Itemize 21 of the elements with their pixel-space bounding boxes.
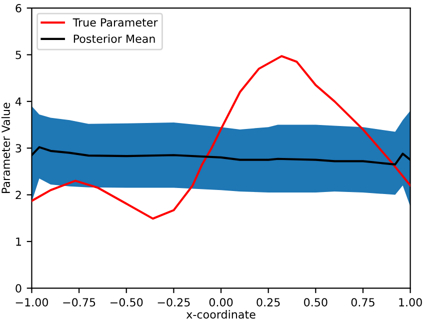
x-tick-label: 0.50 [304,298,328,307]
y-tick-label: 4 [15,98,22,106]
y-tick-label: 6 [16,4,22,12]
x-tick-label: −0.25 [158,298,190,307]
y-tick-label: 3 [16,144,22,152]
x-axis-title: x-coordinate [186,310,256,319]
x-tick-label: −0.75 [63,298,96,307]
line-series [32,55,410,220]
y-tick-label: 5 [16,50,22,60]
legend-label: True Parameter [72,18,158,27]
y-tick-label: 1 [16,238,21,246]
x-tick-label: 0.75 [351,298,374,307]
x-tick-label: −0.50 [110,298,143,307]
y-tick-label: 2 [16,190,21,200]
y-axis-title: Parameter Value [1,102,10,193]
legend-label: Posterior Mean [74,34,155,43]
x-tick-label: 1.00 [399,298,422,307]
x-tick-label: 0.25 [256,298,280,307]
x-tick-label: −1.00 [16,298,48,307]
y-tick-label: 0 [16,284,22,293]
x-tick-label: 0.00 [209,298,233,307]
